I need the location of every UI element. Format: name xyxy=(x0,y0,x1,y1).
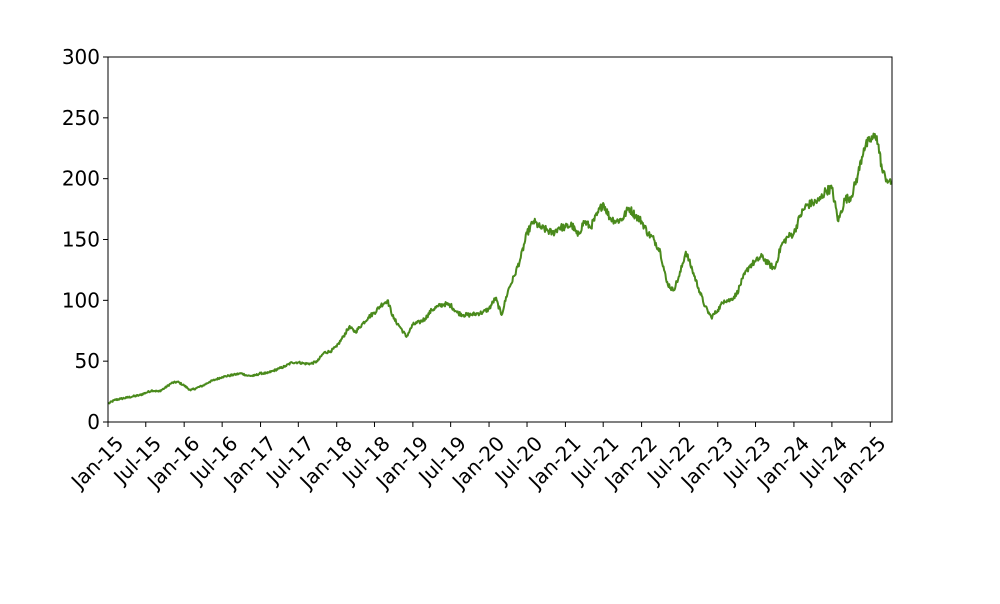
y-tick-label: 50 xyxy=(75,349,100,373)
plot-frame xyxy=(107,56,893,423)
y-axis: 0 50 100 150 200 250 300 xyxy=(62,45,108,434)
y-tick-label: 250 xyxy=(62,106,100,130)
y-tick-label: 150 xyxy=(62,228,100,252)
y-tick-label: 100 xyxy=(62,288,100,312)
y-tick-label: 200 xyxy=(62,167,100,191)
x-axis: Jan-15Jul-15Jan-16Jul-16Jan-17Jul-17Jan-… xyxy=(65,422,891,495)
series-line xyxy=(107,132,892,405)
y-tick-label: 0 xyxy=(87,410,100,434)
y-tick-label: 300 xyxy=(62,45,100,69)
series-layer xyxy=(107,132,892,405)
